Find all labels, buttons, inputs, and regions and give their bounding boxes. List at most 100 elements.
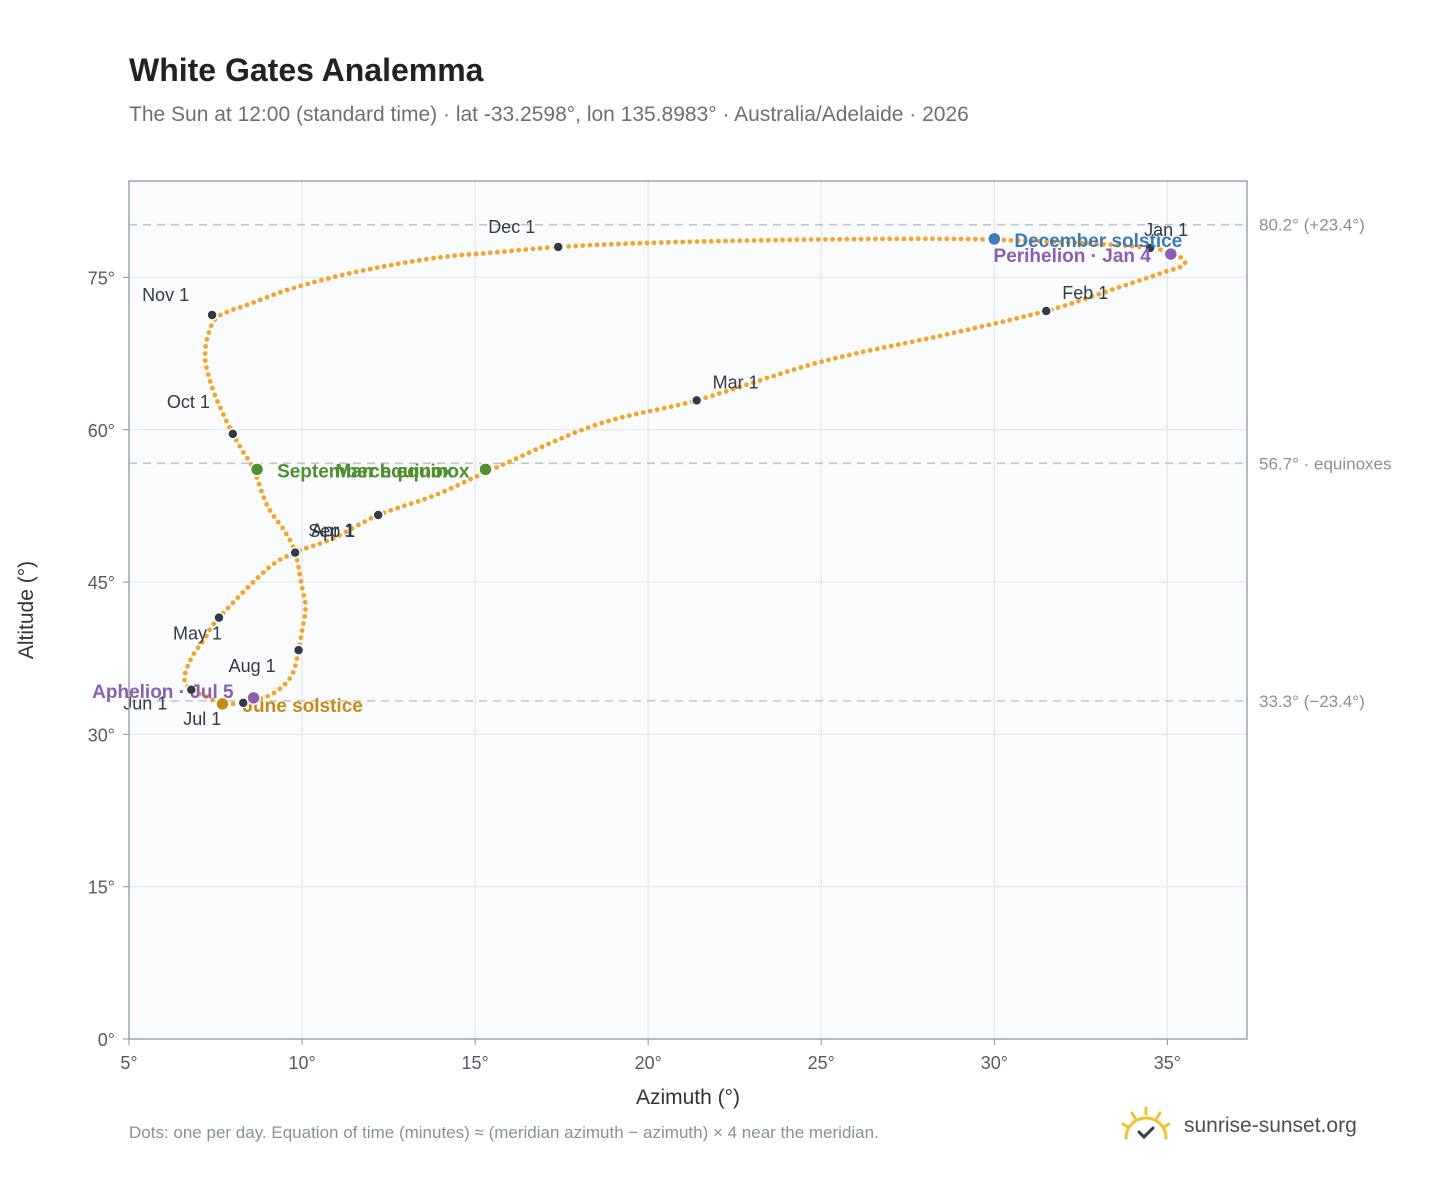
daily-sun-dot (979, 324, 985, 329)
daily-sun-dot (207, 627, 213, 633)
daily-sun-dot (1035, 310, 1040, 316)
daily-sun-dot (791, 367, 797, 372)
daily-sun-dot (773, 237, 778, 243)
daily-sun-dot (291, 285, 297, 291)
daily-sun-dot (367, 266, 373, 272)
daily-sun-dot (880, 236, 885, 242)
daily-sun-dot (881, 345, 887, 350)
daily-sun-dot (310, 543, 316, 549)
daily-sun-dot (873, 236, 878, 242)
daily-sun-dot (673, 239, 678, 245)
daily-sun-dot (566, 244, 571, 249)
daily-sun-dot (265, 693, 271, 699)
daily-sun-dot (1170, 267, 1176, 272)
daily-sun-dot (353, 269, 359, 275)
daily-sun-dot (1015, 238, 1021, 243)
daily-sun-dot (546, 441, 551, 447)
month-markers: Jan 1 Feb 1 Mar 1 Apr 1 May 1 Jun 1 Jul 1 Aug 1… (123, 217, 1188, 729)
daily-sun-dot (299, 585, 305, 591)
daily-sun-dot (429, 494, 434, 499)
reference-line-label: 33.3° (−23.4°) (1259, 692, 1365, 711)
daily-sun-dot (972, 325, 978, 331)
daily-sun-dot (1000, 319, 1006, 325)
daily-sun-dot (459, 252, 465, 258)
daily-sun-dot (1051, 239, 1057, 245)
month-marker (227, 428, 239, 440)
daily-sun-dot (633, 411, 639, 417)
daily-sun-dot (1030, 238, 1035, 244)
daily-sun-dot (986, 322, 992, 328)
daily-sun-dot (658, 240, 664, 245)
daily-sun-dot (294, 557, 300, 563)
daily-sun-dot (302, 614, 308, 619)
brand: sunrise-sunset.org (1120, 1104, 1357, 1148)
daily-sun-dot (654, 407, 660, 413)
daily-sun-dot (780, 237, 785, 243)
daily-sun-dot (301, 621, 306, 626)
month-label: Sep 1 (308, 521, 355, 541)
daily-sun-dot (509, 248, 514, 254)
daily-sun-dot (277, 686, 283, 692)
month-marker (237, 697, 249, 709)
daily-sun-dot (1130, 280, 1135, 286)
brand-name: sunrise-sunset.org (1184, 1114, 1357, 1137)
daily-sun-dot (930, 335, 936, 340)
daily-sun-dot (218, 405, 223, 411)
month-marker (372, 509, 384, 521)
daily-sun-dot (256, 481, 262, 487)
y-axis-label: Altitude (°) (15, 561, 38, 659)
daily-sun-dot (282, 681, 288, 687)
chart-subtitle: The Sun at 12:00 (standard time) · lat -… (129, 103, 969, 126)
daily-sun-dot (937, 236, 942, 242)
daily-sun-dot (260, 570, 266, 575)
daily-sun-dot (526, 450, 532, 456)
daily-sun-dot (197, 691, 202, 697)
event-marker (246, 690, 261, 706)
daily-sun-dot (1103, 289, 1108, 295)
daily-sun-dot (965, 327, 971, 332)
daily-sun-dot (225, 605, 231, 611)
month-label: Aug 1 (229, 656, 276, 676)
daily-sun-dot (302, 599, 308, 605)
daily-sun-dot (888, 343, 894, 349)
month-label: Nov 1 (142, 285, 189, 305)
daily-sun-dot (182, 677, 187, 683)
daily-sun-dot (599, 420, 605, 426)
daily-sun-dot (455, 482, 460, 488)
plot-frame (128, 180, 1248, 1040)
daily-sun-dot (823, 237, 828, 242)
daily-sun-dot (1108, 242, 1114, 248)
daily-sun-dot (221, 412, 226, 417)
daily-sun-dot (701, 239, 707, 244)
daily-sun-dot (944, 236, 950, 242)
reference-lines: 80.2° (+23.4°) 56.7° · equinoxes 33.3° (−2… (129, 216, 1392, 711)
daily-sun-dot (204, 365, 209, 370)
daily-sun-dot (644, 240, 650, 246)
daily-sun-dot (271, 292, 277, 298)
daily-sun-dot (1044, 239, 1050, 244)
daily-sun-dot (616, 241, 621, 247)
y-tick-label: 0° (98, 1030, 115, 1050)
daily-sun-dot (858, 236, 864, 242)
daily-sun-dot (513, 456, 519, 462)
daily-sun-dot (360, 268, 366, 273)
daily-sun-dot (474, 473, 480, 479)
daily-sun-dot (687, 239, 693, 245)
daily-sun-dot (573, 243, 579, 249)
month-marker (1144, 242, 1156, 254)
daily-sun-dot (661, 405, 667, 411)
daily-sun-dot (494, 465, 499, 470)
month-marker (552, 241, 564, 253)
daily-sun-dot (1164, 269, 1169, 274)
daily-sun-dot (202, 358, 208, 363)
daily-sun-dot (207, 379, 213, 384)
daily-sun-dot (972, 236, 978, 242)
x-tick-label: 10° (288, 1053, 315, 1073)
daily-sun-dot (703, 395, 709, 401)
daily-sun-dot (1158, 247, 1163, 253)
daily-sun-dot (808, 237, 814, 243)
daily-sun-dot (241, 450, 246, 455)
daily-sun-dot (826, 357, 831, 363)
daily-sun-dot (235, 595, 241, 600)
daily-sun-dot (675, 402, 681, 408)
